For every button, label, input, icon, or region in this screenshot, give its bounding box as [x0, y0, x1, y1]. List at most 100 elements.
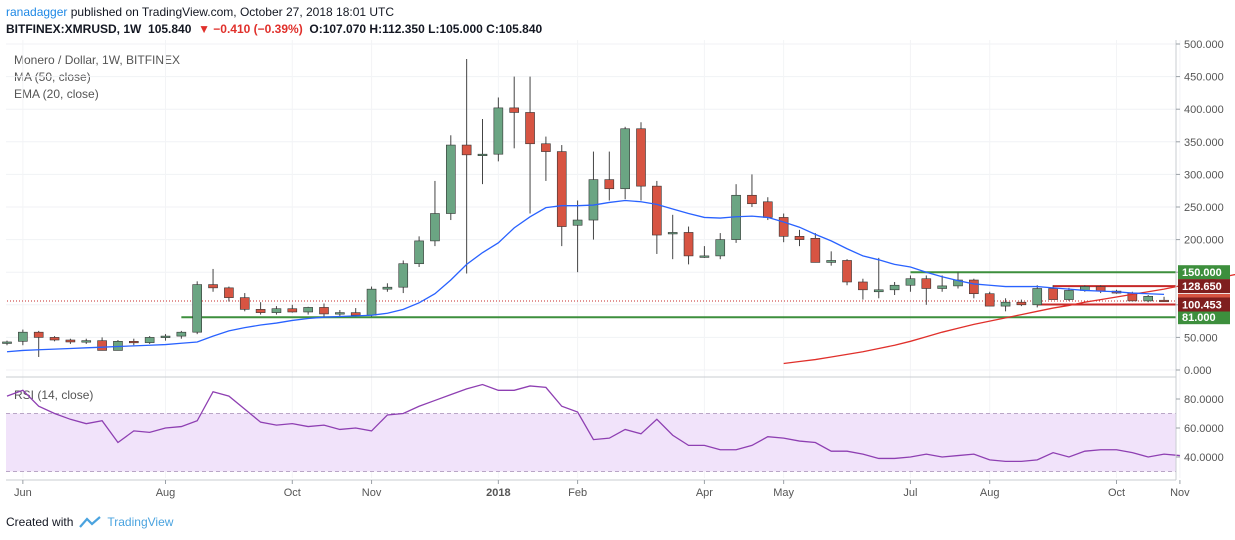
- rsi-line: [6, 383, 1180, 463]
- candle: [271, 308, 282, 313]
- level-label: 100.453: [1182, 300, 1222, 312]
- level-label-box: [1178, 279, 1230, 294]
- candle: [49, 337, 60, 341]
- candle: [873, 289, 884, 293]
- rsi-tick-label: 80.0000: [1184, 394, 1224, 406]
- author-link[interactable]: ranadagger: [6, 5, 68, 19]
- candle: [588, 179, 599, 221]
- x-tick-label: Jun: [14, 487, 32, 499]
- candle: [667, 232, 678, 235]
- y-tick-label: 50.000: [1184, 332, 1218, 344]
- tradingview-logo-icon: [79, 516, 102, 528]
- candle: [1032, 288, 1043, 306]
- y-tick-label: 0.000: [1184, 365, 1212, 377]
- candle: [1016, 301, 1027, 306]
- candle: [350, 312, 361, 316]
- candle: [208, 284, 218, 289]
- candle: [224, 287, 234, 298]
- y-tick-label: 350.000: [1184, 137, 1224, 149]
- x-tick-label: Feb: [568, 487, 587, 499]
- candle: [683, 232, 694, 257]
- ema-legend: EMA (20, close): [14, 87, 99, 101]
- y-tick-label: 450.000: [1184, 72, 1224, 84]
- candle: [160, 335, 171, 338]
- candle: [287, 308, 298, 313]
- candle: [715, 239, 726, 257]
- candle: [699, 255, 710, 258]
- candle: [747, 194, 757, 205]
- candle: [1064, 290, 1074, 300]
- candle: [858, 281, 868, 291]
- rsi-band: [6, 413, 1176, 472]
- candle: [33, 331, 44, 338]
- candle: [335, 312, 345, 315]
- candle: [414, 240, 424, 265]
- level-label-box: [1178, 310, 1230, 325]
- chart-title: Monero / Dollar, 1W, BITFINEX: [14, 53, 181, 67]
- y-tick-label: 500.000: [1184, 39, 1224, 51]
- x-tick-label: Oct: [284, 487, 301, 499]
- rsi-tick-label: 40.0000: [1184, 452, 1224, 464]
- y-tick-label: 300.000: [1184, 169, 1224, 181]
- ticker: BITFINEX:XMRUSD, 1W: [6, 22, 142, 36]
- candle: [1000, 301, 1011, 307]
- candle: [81, 340, 92, 343]
- candle: [636, 128, 646, 187]
- candle: [969, 279, 979, 295]
- candle: [826, 260, 837, 263]
- candle: [255, 309, 266, 313]
- x-tick-label: 2018: [486, 487, 510, 499]
- x-tick-label: Aug: [980, 487, 1000, 499]
- price-change: ▼ −0.410 (−0.39%): [198, 22, 303, 36]
- candle: [842, 260, 852, 283]
- candle: [477, 153, 488, 156]
- candle: [303, 307, 313, 313]
- level-label-box: [1178, 297, 1230, 312]
- y-tick-label: 400.000: [1184, 104, 1224, 116]
- candle: [937, 285, 947, 289]
- footer: Created with TradingView: [6, 515, 173, 529]
- candle: [572, 219, 583, 226]
- candle: [144, 337, 155, 343]
- x-tick-label: Aug: [156, 487, 176, 499]
- x-tick-label: Jul: [903, 487, 917, 499]
- candle: [525, 112, 535, 145]
- candle: [430, 213, 440, 242]
- symbol-line: BITFINEX:XMRUSD, 1W 105.840 ▼ −0.410 (−0…: [6, 22, 542, 36]
- candle: [889, 284, 900, 291]
- last-price: 105.840: [148, 22, 192, 36]
- candle: [921, 278, 932, 289]
- candle: [1159, 299, 1169, 303]
- x-tick-label: Nov: [1170, 487, 1190, 499]
- y-tick-label: 200.000: [1184, 235, 1224, 247]
- ema-line: [6, 199, 1165, 353]
- x-tick-label: May: [773, 487, 794, 499]
- candle: [778, 217, 789, 237]
- candle: [2, 341, 12, 344]
- candle: [192, 284, 202, 333]
- candle: [810, 237, 821, 263]
- candle: [493, 107, 504, 155]
- candle: [445, 144, 456, 214]
- candle: [652, 185, 662, 236]
- candle: [1048, 288, 1058, 300]
- level-label: 81.000: [1182, 312, 1216, 324]
- candle: [556, 151, 567, 227]
- y-tick-label: 250.000: [1184, 202, 1224, 214]
- candle: [65, 339, 76, 343]
- candle: [398, 263, 409, 288]
- candle: [176, 331, 187, 337]
- candle: [1143, 296, 1153, 302]
- x-tick-label: Oct: [1108, 487, 1125, 499]
- candle: [239, 297, 250, 310]
- publish-info: ranadagger published on TradingView.com,…: [6, 5, 394, 19]
- candle: [541, 143, 551, 152]
- candle: [129, 341, 139, 344]
- candle: [762, 201, 773, 218]
- candle: [97, 340, 107, 351]
- candle: [794, 236, 805, 240]
- ohlc-values: O:107.070 H:112.350 L:105.000 C:105.840: [309, 22, 543, 36]
- candle: [319, 307, 329, 315]
- tradingview-link[interactable]: TradingView: [107, 515, 174, 529]
